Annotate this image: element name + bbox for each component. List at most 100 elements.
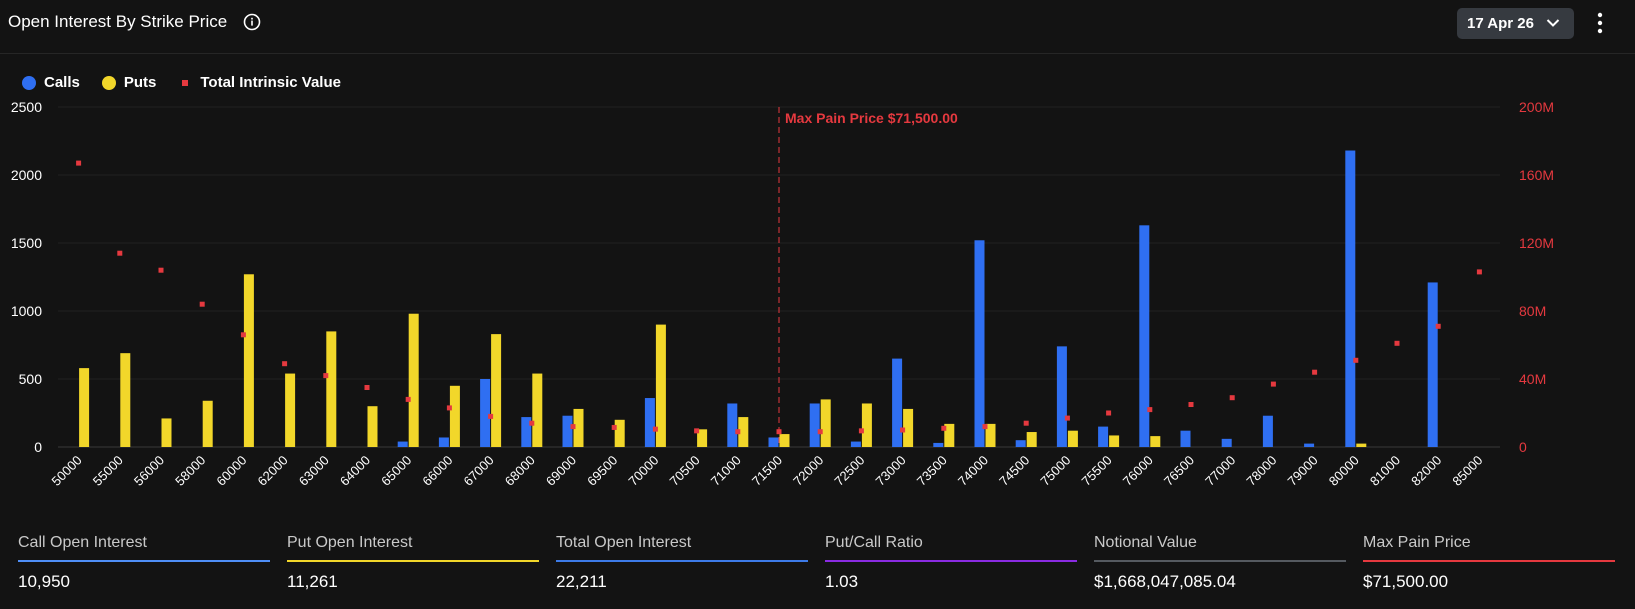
puts-bar	[1026, 432, 1037, 447]
y-right-tick-label: 40M	[1519, 371, 1546, 387]
legend-item-calls[interactable]: Calls	[22, 74, 80, 91]
info-icon[interactable]	[243, 13, 261, 36]
intrinsic-legend-marker	[182, 79, 189, 86]
puts-bar	[449, 385, 460, 447]
x-tick-label: 74500	[996, 453, 1032, 489]
stat-label: Put Open Interest	[287, 534, 413, 551]
stat-label: Max Pain Price	[1363, 534, 1471, 551]
puts-bar	[79, 368, 90, 447]
puts-bar	[614, 419, 625, 447]
x-tick-label: 79000	[1285, 453, 1321, 489]
x-tick-label: 75000	[1037, 453, 1073, 489]
x-tick-label: 71500	[749, 453, 785, 489]
calls-bar	[933, 442, 944, 447]
x-tick-label: 69000	[543, 453, 579, 489]
x-tick-label: 72000	[790, 453, 826, 489]
stat-underline	[287, 560, 539, 562]
intrinsic-value-point	[323, 373, 329, 379]
stat-underline	[825, 560, 1077, 562]
stat-label: Put/Call Ratio	[825, 534, 923, 551]
x-tick-label: 50000	[49, 453, 85, 489]
y-left-tick-label: 1000	[11, 303, 42, 319]
legend-item-intrinsic-value[interactable]: Total Intrinsic Value	[178, 74, 341, 91]
puts-bar	[573, 408, 584, 447]
puts-bar	[779, 434, 790, 447]
intrinsic-value-point	[776, 429, 782, 435]
chart-title: Open Interest By Strike Price	[8, 12, 228, 31]
intrinsic-value-point	[1312, 369, 1318, 375]
calls-bar	[1221, 438, 1232, 447]
puts-bar	[655, 324, 666, 447]
stat-put-open-interest: Put Open Interest 11,261	[287, 532, 539, 592]
x-tick-label: 74000	[955, 453, 991, 489]
intrinsic-value-point	[1147, 407, 1153, 413]
intrinsic-value-point	[941, 425, 947, 431]
stat-total-open-interest: Total Open Interest 22,211	[556, 532, 808, 592]
stat-underline	[556, 560, 808, 562]
calls-bar	[1015, 440, 1026, 447]
calls-bar	[809, 403, 820, 447]
puts-bar	[285, 373, 296, 447]
x-tick-label: 71000	[708, 453, 744, 489]
y-left-tick-label: 2500	[11, 99, 42, 115]
intrinsic-value-point	[199, 301, 205, 307]
x-tick-label: 77000	[1202, 453, 1238, 489]
x-tick-label: 66000	[419, 453, 455, 489]
stat-call-open-interest: Call Open Interest 10,950	[18, 532, 270, 592]
y-right-tick-label: 80M	[1519, 303, 1546, 319]
stat-value: 22,211	[556, 572, 607, 591]
intrinsic-value-point	[735, 429, 741, 435]
x-tick-label: 70000	[625, 453, 661, 489]
x-tick-label: 75500	[1079, 453, 1115, 489]
y-left-tick-label: 0	[34, 439, 42, 455]
puts-bar	[861, 403, 872, 447]
stat-put-call-ratio: Put/Call Ratio 1.03	[825, 532, 1077, 592]
calls-legend-marker	[22, 75, 36, 90]
intrinsic-value-point	[817, 429, 823, 435]
intrinsic-value-point	[1435, 323, 1441, 329]
max-pain-label: Max Pain Price $71,500.00	[785, 110, 958, 126]
y-left-tick-label: 1500	[11, 235, 42, 251]
x-tick-label: 56000	[131, 453, 167, 489]
legend-item-puts[interactable]: Puts	[101, 74, 156, 91]
puts-bar	[1109, 435, 1120, 447]
intrinsic-value-point	[1353, 357, 1359, 363]
calls-bar	[480, 379, 491, 447]
expiry-date-label: 17 Apr 26	[1467, 15, 1534, 32]
puts-bar	[491, 334, 502, 447]
expiry-date-dropdown[interactable]: 17 Apr 26	[1457, 8, 1574, 39]
more-options-icon[interactable]	[1596, 12, 1604, 39]
stat-label: Total Open Interest	[556, 534, 692, 551]
calls-bar	[644, 398, 655, 447]
puts-bar	[944, 423, 955, 447]
chevron-down-icon	[1546, 15, 1560, 32]
intrinsic-value-point	[1476, 269, 1482, 275]
x-tick-label: 70500	[667, 453, 703, 489]
x-tick-label: 65000	[378, 453, 414, 489]
intrinsic-value-point	[405, 396, 411, 402]
x-tick-label: 81000	[1367, 453, 1403, 489]
puts-bar	[120, 353, 131, 447]
stat-max-pain-price: Max Pain Price $71,500.00	[1363, 532, 1615, 592]
puts-bar	[1067, 430, 1078, 447]
intrinsic-value-point	[982, 424, 988, 430]
calls-bar	[1345, 150, 1356, 447]
calls-bar	[1180, 430, 1191, 447]
intrinsic-value-point	[694, 428, 700, 434]
calls-bar	[1427, 282, 1438, 447]
intrinsic-value-point	[1023, 420, 1029, 426]
puts-bar	[820, 399, 831, 447]
y-left-tick-label: 2000	[11, 167, 42, 183]
puts-legend-marker	[101, 75, 116, 90]
x-tick-label: 69500	[584, 453, 620, 489]
intrinsic-value-point	[611, 424, 617, 430]
x-tick-label: 67000	[461, 453, 497, 489]
x-tick-label: 76500	[1161, 453, 1197, 489]
intrinsic-value-point	[570, 424, 576, 430]
puts-bar	[408, 313, 419, 447]
stat-notional-value: Notional Value $1,668,047,085.04	[1094, 532, 1346, 592]
stat-underline	[1363, 560, 1615, 562]
intrinsic-value-point	[1394, 340, 1400, 346]
intrinsic-value-point	[1188, 402, 1194, 407]
x-tick-label: 80000	[1326, 453, 1362, 489]
